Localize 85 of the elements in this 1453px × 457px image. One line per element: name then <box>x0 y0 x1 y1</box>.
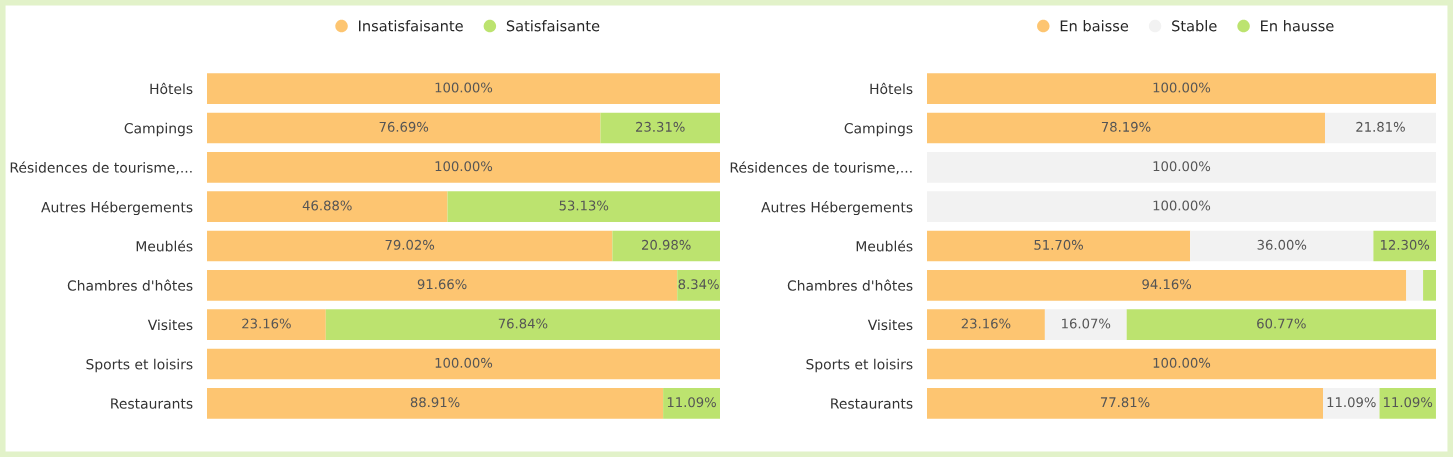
bar <box>927 309 1045 341</box>
y-tick-label: Restaurants <box>111 398 193 409</box>
data-label: 23.16% <box>961 318 1011 329</box>
data-label: 23.16% <box>242 318 291 329</box>
bar <box>1406 269 1424 301</box>
data-label: 23.31% <box>636 121 685 132</box>
bar <box>600 112 720 144</box>
bar <box>325 309 720 341</box>
data-label: 78.19% <box>1101 121 1151 132</box>
bar <box>1324 112 1436 144</box>
y-tick-label: Autres Hébergements <box>761 201 913 216</box>
y-tick-label: Sports et loisirs <box>806 358 913 373</box>
bar <box>1190 230 1374 262</box>
data-label: 46.88% <box>302 200 352 211</box>
data-label: 94.16% <box>1142 279 1192 290</box>
bar <box>1373 230 1436 262</box>
y-tick-label: Résidences de tourisme,... <box>730 161 912 175</box>
bar <box>677 269 720 301</box>
bar <box>207 151 720 183</box>
data-label: 100.00% <box>1153 357 1211 368</box>
data-label: 100.00% <box>1153 161 1211 172</box>
bar <box>207 191 448 223</box>
y-tick-label: Hôtels <box>870 82 913 95</box>
bar <box>207 230 613 262</box>
data-label: 53.13% <box>559 200 609 211</box>
y-tick-label: Résidences de tourisme,... <box>10 161 192 175</box>
bar <box>927 387 1324 419</box>
bar <box>927 269 1407 301</box>
bar <box>1126 309 1436 341</box>
legend-label: En baisse <box>1060 20 1129 32</box>
data-label: 12.30% <box>1380 239 1430 250</box>
legend-label: Insatisfaisante <box>359 20 463 32</box>
data-label: 11.09% <box>1384 397 1433 408</box>
bar <box>207 387 664 419</box>
bar <box>207 269 678 301</box>
bar <box>1379 387 1436 419</box>
bar <box>207 348 720 380</box>
data-label: 77.81% <box>1100 397 1150 408</box>
y-tick-label: Autres Hébergements <box>41 201 193 216</box>
data-label: 76.69% <box>379 121 429 132</box>
data-label: 91.66% <box>417 279 467 290</box>
data-label: 100.00% <box>435 82 493 93</box>
bar <box>1423 269 1436 301</box>
data-label: 11.09% <box>1327 397 1376 408</box>
bar <box>612 230 720 262</box>
data-label: 36.00% <box>1257 239 1307 250</box>
y-tick-label: Hôtels <box>150 82 193 95</box>
bar <box>207 309 326 341</box>
bar <box>927 230 1191 262</box>
bar <box>927 73 1436 105</box>
data-label: 11.09% <box>667 397 716 408</box>
y-tick-label: Restaurants <box>831 398 913 409</box>
legend-label: En hausse <box>1261 20 1334 32</box>
y-tick-label: Campings <box>844 122 913 137</box>
data-label: 100.00% <box>435 357 493 368</box>
y-tick-label: Chambres d'hôtes <box>67 279 193 291</box>
bar <box>1323 387 1380 419</box>
bar <box>1044 309 1127 341</box>
y-tick-label: Chambres d'hôtes <box>787 279 913 291</box>
y-tick-label: Visites <box>867 319 913 331</box>
legend-label: Satisfaisante <box>506 20 600 32</box>
data-label: 21.81% <box>1356 121 1405 132</box>
y-tick-label: Meublés <box>856 240 913 252</box>
y-tick-label: Campings <box>124 122 193 137</box>
bar <box>207 73 720 105</box>
data-label: 76.84% <box>498 318 548 329</box>
data-label: 79.02% <box>385 239 435 250</box>
bar <box>927 348 1436 380</box>
bar <box>927 112 1325 144</box>
bar <box>447 191 720 223</box>
bar <box>663 387 720 419</box>
legend-label: Stable <box>1172 20 1217 32</box>
data-label: 20.98% <box>642 239 691 250</box>
data-label: 60.77% <box>1257 318 1306 329</box>
data-label: 88.91% <box>410 397 460 408</box>
data-label: 16.07% <box>1062 318 1111 329</box>
bar <box>207 112 601 144</box>
y-tick-label: Sports et loisirs <box>86 358 193 373</box>
y-tick-label: Visites <box>147 319 193 331</box>
data-label: 8.34% <box>678 279 719 290</box>
y-tick-label: Meublés <box>136 240 193 252</box>
data-label: 100.00% <box>435 161 493 172</box>
data-label: 100.00% <box>1153 82 1211 93</box>
data-label: 51.70% <box>1034 239 1083 250</box>
data-label: 100.00% <box>1153 200 1211 211</box>
